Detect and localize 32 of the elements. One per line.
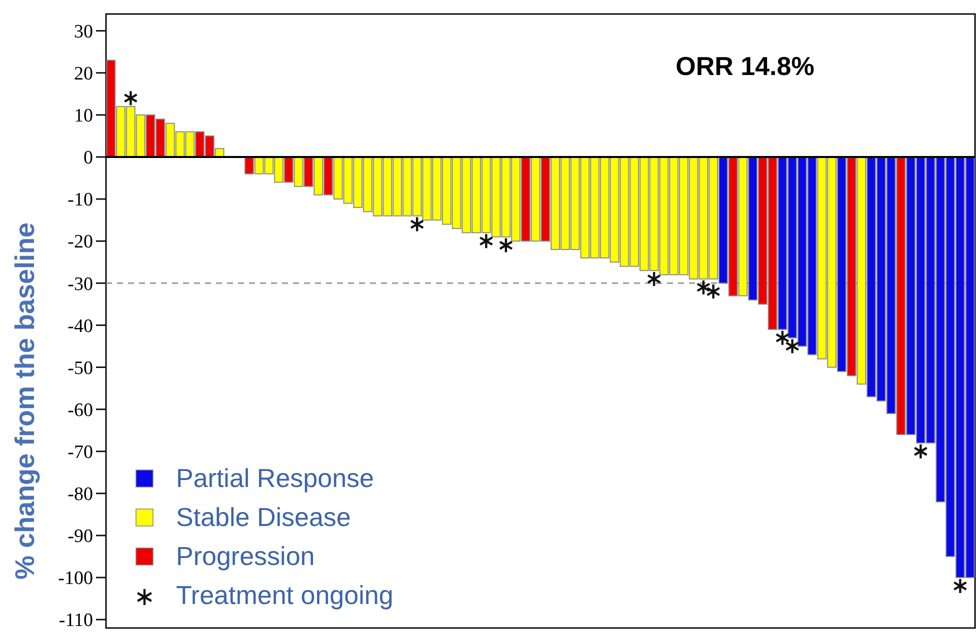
point [953,578,968,594]
y-tick-label: -30 [68,274,93,295]
point [410,216,424,232]
point [696,279,711,296]
point [785,338,800,354]
legend-label: Treatment ongoing [176,580,394,610]
y-tick-label: -40 [68,316,93,337]
y-tick-label: -80 [68,484,93,506]
y-tick-label: 0 [84,148,93,169]
y-tick-label: -50 [68,358,93,379]
y-tick-label: -10 [68,190,93,211]
y-axis-title: % change from the baseline [10,222,40,580]
point [914,443,928,460]
y-tick-label: 20 [74,64,93,85]
legend-label: Partial Response [176,463,374,494]
y-tick-label: -60 [68,400,93,421]
legend-label: Progression [176,541,315,572]
point [498,237,514,254]
point [479,232,494,250]
y-tick-label: -20 [68,232,93,253]
y-tick-label: -70 [68,442,93,464]
y-tick-label: -100 [58,568,93,590]
point [706,283,720,300]
point [646,270,662,288]
y-tick-label: -110 [58,610,93,632]
legend-label: Stable Disease [176,502,351,532]
y-tick-label: 10 [74,106,93,127]
point [775,330,790,346]
y-tick-label: 30 [74,21,93,42]
y-tick-label: -90 [68,526,93,548]
annotation: ORR 14.8% [676,51,814,81]
point [124,90,138,106]
